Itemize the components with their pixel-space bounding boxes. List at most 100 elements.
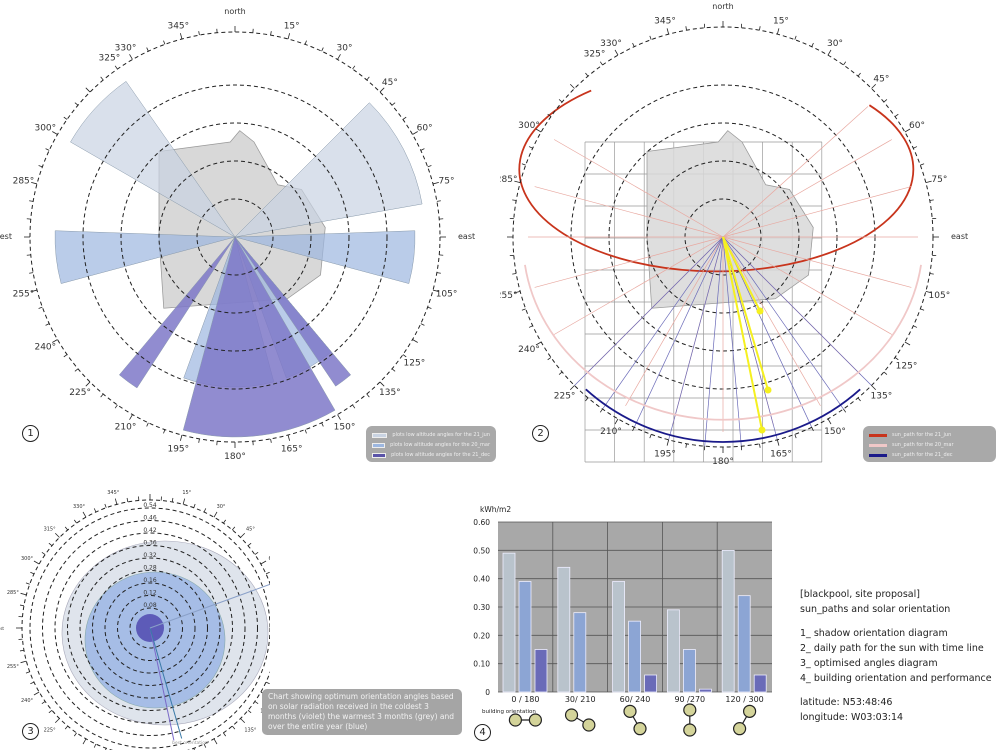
sun-ray-dec <box>633 236 724 428</box>
compass-tick <box>114 404 118 409</box>
compass-tick <box>412 131 418 135</box>
degree-label: 15° <box>773 17 789 27</box>
degree-label: 345° <box>654 17 676 27</box>
longitude: longitude: W03:03:14 <box>800 712 904 723</box>
compass-tick <box>920 163 925 166</box>
compass-tick <box>794 35 797 40</box>
x-tick-label: 60/ 240 <box>620 695 651 704</box>
orientation-node <box>733 722 747 736</box>
compass-tick <box>265 571 270 575</box>
compass-tick <box>240 532 246 538</box>
degree-label: 195° <box>654 449 676 459</box>
project-subtitle: sun_paths and solar orientation <box>800 604 951 615</box>
degree-label: 345° <box>167 21 189 31</box>
degree-label: 135° <box>379 388 401 398</box>
compass-tick <box>352 404 356 409</box>
noon-point <box>756 307 764 315</box>
compass-tick <box>794 434 797 439</box>
compass-tick <box>45 148 50 151</box>
dashed-ring <box>92 570 208 686</box>
compass-tick <box>432 289 439 292</box>
compass-tick <box>74 368 79 372</box>
best-orientation-label: best orientation <box>172 740 208 746</box>
shadow-orientation-diagram: 15° 30° 45° 60° 75° 105° 125° 135° 150° 165° 180° 1… <box>0 7 475 462</box>
compass-tick <box>599 61 603 66</box>
latitude: latitude: N53:48:46 <box>800 697 893 708</box>
legend-item: sun_path for the 21_dec <box>869 450 990 460</box>
compass-tick <box>569 83 575 89</box>
bar-warmest-3-months <box>666 609 680 693</box>
info-item: 2_ daily path for the sun with time line <box>800 643 984 654</box>
x-tick-label: 90 /270 <box>674 695 705 704</box>
sun-ray-dec <box>704 236 724 447</box>
compass-tick <box>514 180 521 184</box>
compass-tick <box>535 128 542 133</box>
compass-tick <box>33 691 40 696</box>
degree-label: 125° <box>896 361 918 371</box>
degree-label: 255° <box>13 290 35 300</box>
figure-number-4: 4 <box>474 724 491 741</box>
compass-tick <box>247 542 252 547</box>
project-info: [blackpool, site proposal] sun_paths and… <box>800 587 992 725</box>
degree-label: 285° <box>7 590 20 596</box>
compass-tick <box>894 113 899 117</box>
degree-label: 325° <box>99 54 121 64</box>
compass-tick <box>254 701 259 705</box>
bar-warmest-3-months <box>502 552 516 693</box>
dashed-ring <box>120 122 350 352</box>
degree-label: 300° <box>518 121 540 131</box>
compass-tick <box>129 414 133 420</box>
compass-tick <box>146 422 149 427</box>
compass-tick <box>436 272 441 274</box>
compass-tick <box>420 323 425 326</box>
optimum-angle-line <box>149 627 183 739</box>
compass-tick <box>402 116 407 120</box>
compass-tick <box>925 290 932 294</box>
sun-ray-jun <box>625 236 724 407</box>
compass-tick <box>776 439 780 446</box>
compass-tick <box>287 33 290 40</box>
compass-tick <box>19 604 25 607</box>
compass-tick <box>843 61 847 66</box>
degree-label: 165° <box>770 449 792 459</box>
compass-tick <box>25 671 30 674</box>
chart1-legend: plots low altitude angles for the 21_jun… <box>366 426 496 462</box>
compass-tick <box>38 306 43 309</box>
compass-tick <box>436 200 441 202</box>
bar-entire-year <box>573 612 587 693</box>
y-tick-label: 0.50 <box>473 546 490 555</box>
degree-label: 180° <box>224 452 246 462</box>
info-item: 3_ optimised angles diagram <box>800 658 938 669</box>
compass-tick <box>93 508 97 513</box>
compass-tick <box>379 87 385 93</box>
shadow-wedge <box>118 236 236 389</box>
bar-warmest-3-months <box>721 549 735 693</box>
degree-label: 285° <box>13 176 35 186</box>
degree-label: 255° <box>7 664 20 670</box>
ring-label: 0.12 <box>143 590 157 597</box>
compass-tick <box>85 381 91 387</box>
orientation-node <box>564 708 579 722</box>
compass-tick <box>82 511 87 518</box>
compass-tick <box>512 273 517 275</box>
orientation-performance-bar-chart: 0 0.10 0.20 0.30 0.40 0.50 0.60 kWh/m2 0 / 180 30… <box>473 505 772 737</box>
compass-tick <box>213 738 218 745</box>
compass-tick <box>223 519 227 524</box>
compass-tick <box>180 434 183 441</box>
compass-tick <box>198 438 200 443</box>
degree-label: 45° <box>873 75 889 85</box>
dashed-ring <box>67 545 233 711</box>
orientation-node <box>683 723 697 737</box>
compass-tick <box>528 146 533 149</box>
compass-tick <box>304 40 307 45</box>
chart2-legend: sun_path for the 21_jun sun_path for the… <box>863 426 996 462</box>
degree-label: 15° <box>182 490 191 496</box>
degree-label: 300° <box>34 124 56 134</box>
compass-tick <box>52 131 58 135</box>
compass-tick <box>871 385 877 391</box>
compass-tick <box>247 709 252 714</box>
compass-tick <box>163 429 166 434</box>
degree-label: 195° <box>167 445 189 455</box>
compass-tick <box>547 357 552 361</box>
y-axis-label: kWh/m2 <box>480 505 511 514</box>
